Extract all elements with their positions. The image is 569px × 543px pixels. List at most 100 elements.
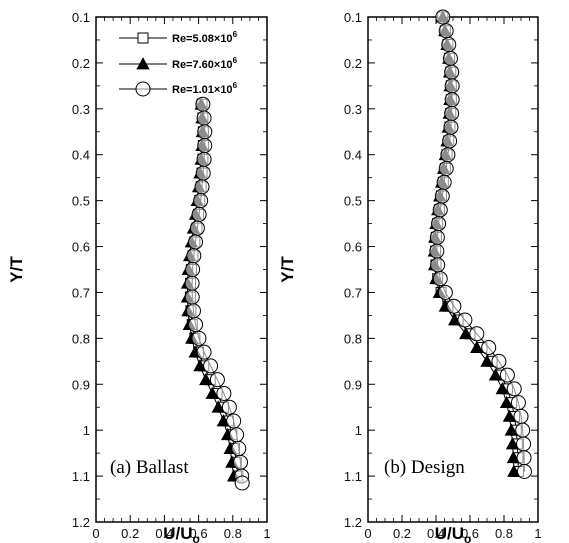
data-point-circle-open [516,464,532,479]
y-tick-label: 0.1 [72,10,90,25]
data-point-circle-open [444,64,460,80]
data-point-circle-open [442,133,458,149]
data-point-triangle-filled [211,400,225,413]
data-point-circle-open [185,303,201,319]
data-point-circle-open [441,37,457,53]
data-point-circle-open [432,202,448,218]
x-axis-title-subscript: o [192,532,199,543]
x-tick-label: 0.6 [461,526,479,541]
y-tick-label: 1 [355,423,362,438]
data-point-circle-open [232,454,248,470]
data-point-circle-open [457,312,473,328]
data-point-circle-open [438,23,454,39]
data-point-circle-open [226,413,242,429]
panel-label: (b) Design [384,457,465,478]
data-point-circle-open [513,408,529,424]
data-point-circle-open [436,174,452,190]
y-tick-label: 0.8 [72,331,90,346]
chart-panel-design: 0 0.2 0.4 0.6 0.8 1 0.1 0.2 0.3 0.4 0.5 0.6 0.7 0.8 0.… [278,9,542,543]
data-point-circle-open [499,367,515,383]
y-tick-label: 0.9 [72,377,90,392]
data-point-triangle-filled [205,386,219,399]
y-tick-label: 1.2 [72,515,90,530]
x-tick-label: 0.4 [427,526,445,541]
data-point-circle-open [469,326,485,342]
data-point-circle-open [506,381,522,397]
legend-label-exponent: 6 [233,81,238,90]
x-axis-title: U/Uo [435,524,472,543]
y-tick-label: 0.1 [344,10,362,25]
data-point-circle-open [444,105,460,121]
data-point-circle-open [510,395,526,411]
data-point-triangle-filled [499,395,514,409]
data-point-circle-open [438,161,454,176]
data-point-circle-open [216,385,232,401]
legend-marker-triangle-filled [136,57,150,70]
data-point-circle-open [186,248,202,264]
data-point-circle-open [440,147,456,163]
data-point-circle-open [429,229,445,245]
legend-entry: Re=7.60×106 [119,56,238,71]
y-tick-label: 0.7 [344,285,362,300]
y-tick-label: 0.6 [72,240,90,255]
x-tick-label: 1 [534,526,541,541]
data-point-triangle-filled [459,326,473,340]
x-tick-label: 0.6 [190,526,208,541]
series-circle-open [429,9,532,479]
y-tick-label: 0.6 [344,240,362,255]
data-point-circle-open [197,138,213,154]
data-point-circle-open [209,372,225,388]
x-tick-label: 0.8 [224,526,242,541]
data-point-circle-open [189,220,205,236]
data-point-circle-open [516,436,532,452]
y-tick-label: 1.2 [344,515,362,530]
data-point-triangle-filled [470,340,484,353]
legend-label-exponent: 6 [233,56,238,65]
data-point-circle-open [196,344,212,360]
data-point-circle-open [446,298,462,314]
data-point-circle-open [193,193,209,209]
series-circle-open [184,96,250,491]
data-point-triangle-filled [502,409,517,422]
data-point-circle-open [231,441,247,457]
legend-label-text: Re=7.60×10 [172,59,233,71]
data-point-circle-open [196,110,212,126]
data-point-circle-open [491,353,507,369]
data-point-circle-open [434,188,450,204]
y-tick-label: 0.4 [344,148,362,163]
legend-label: Re=1.01×106 [172,81,238,96]
x-tick-label: 0.2 [121,526,139,541]
legend-label-text: Re=5.08×10 [172,33,233,45]
x-tick-label: 0.4 [155,526,173,541]
data-point-triangle-filled [506,450,521,464]
x-axis-title: U/Uo [163,524,200,543]
data-point-triangle-filled [504,423,518,436]
legend-label: Re=7.60×106 [172,56,238,71]
y-tick-label: 0.3 [344,102,362,117]
x-tick-label: 0.2 [393,526,411,541]
legend-entry: Re=5.08×106 [119,30,238,45]
y-tick-label: 0.2 [344,56,362,71]
series-triangle-filled [427,10,521,477]
data-point-circle-open [431,216,447,232]
data-point-circle-open [229,427,245,443]
data-point-circle-open [443,119,459,135]
y-tick-label: 1.1 [72,469,90,484]
panel-label: (a) Ballast [110,457,189,478]
x-tick-label: 1 [263,526,270,541]
data-point-circle-open [442,50,458,66]
data-point-circle-open [195,165,211,181]
data-point-triangle-filled [193,359,207,372]
data-point-circle-open [196,151,212,167]
y-axis-title: Y/T [7,256,26,283]
data-point-circle-open [429,243,445,259]
y-tick-label: 0.7 [72,285,90,300]
y-tick-label: 0.3 [72,102,90,117]
data-point-circle-open [191,206,207,222]
data-point-circle-open [184,275,200,291]
data-point-circle-open [444,92,460,108]
data-point-circle-open [203,358,219,374]
data-point-circle-open [194,179,210,195]
